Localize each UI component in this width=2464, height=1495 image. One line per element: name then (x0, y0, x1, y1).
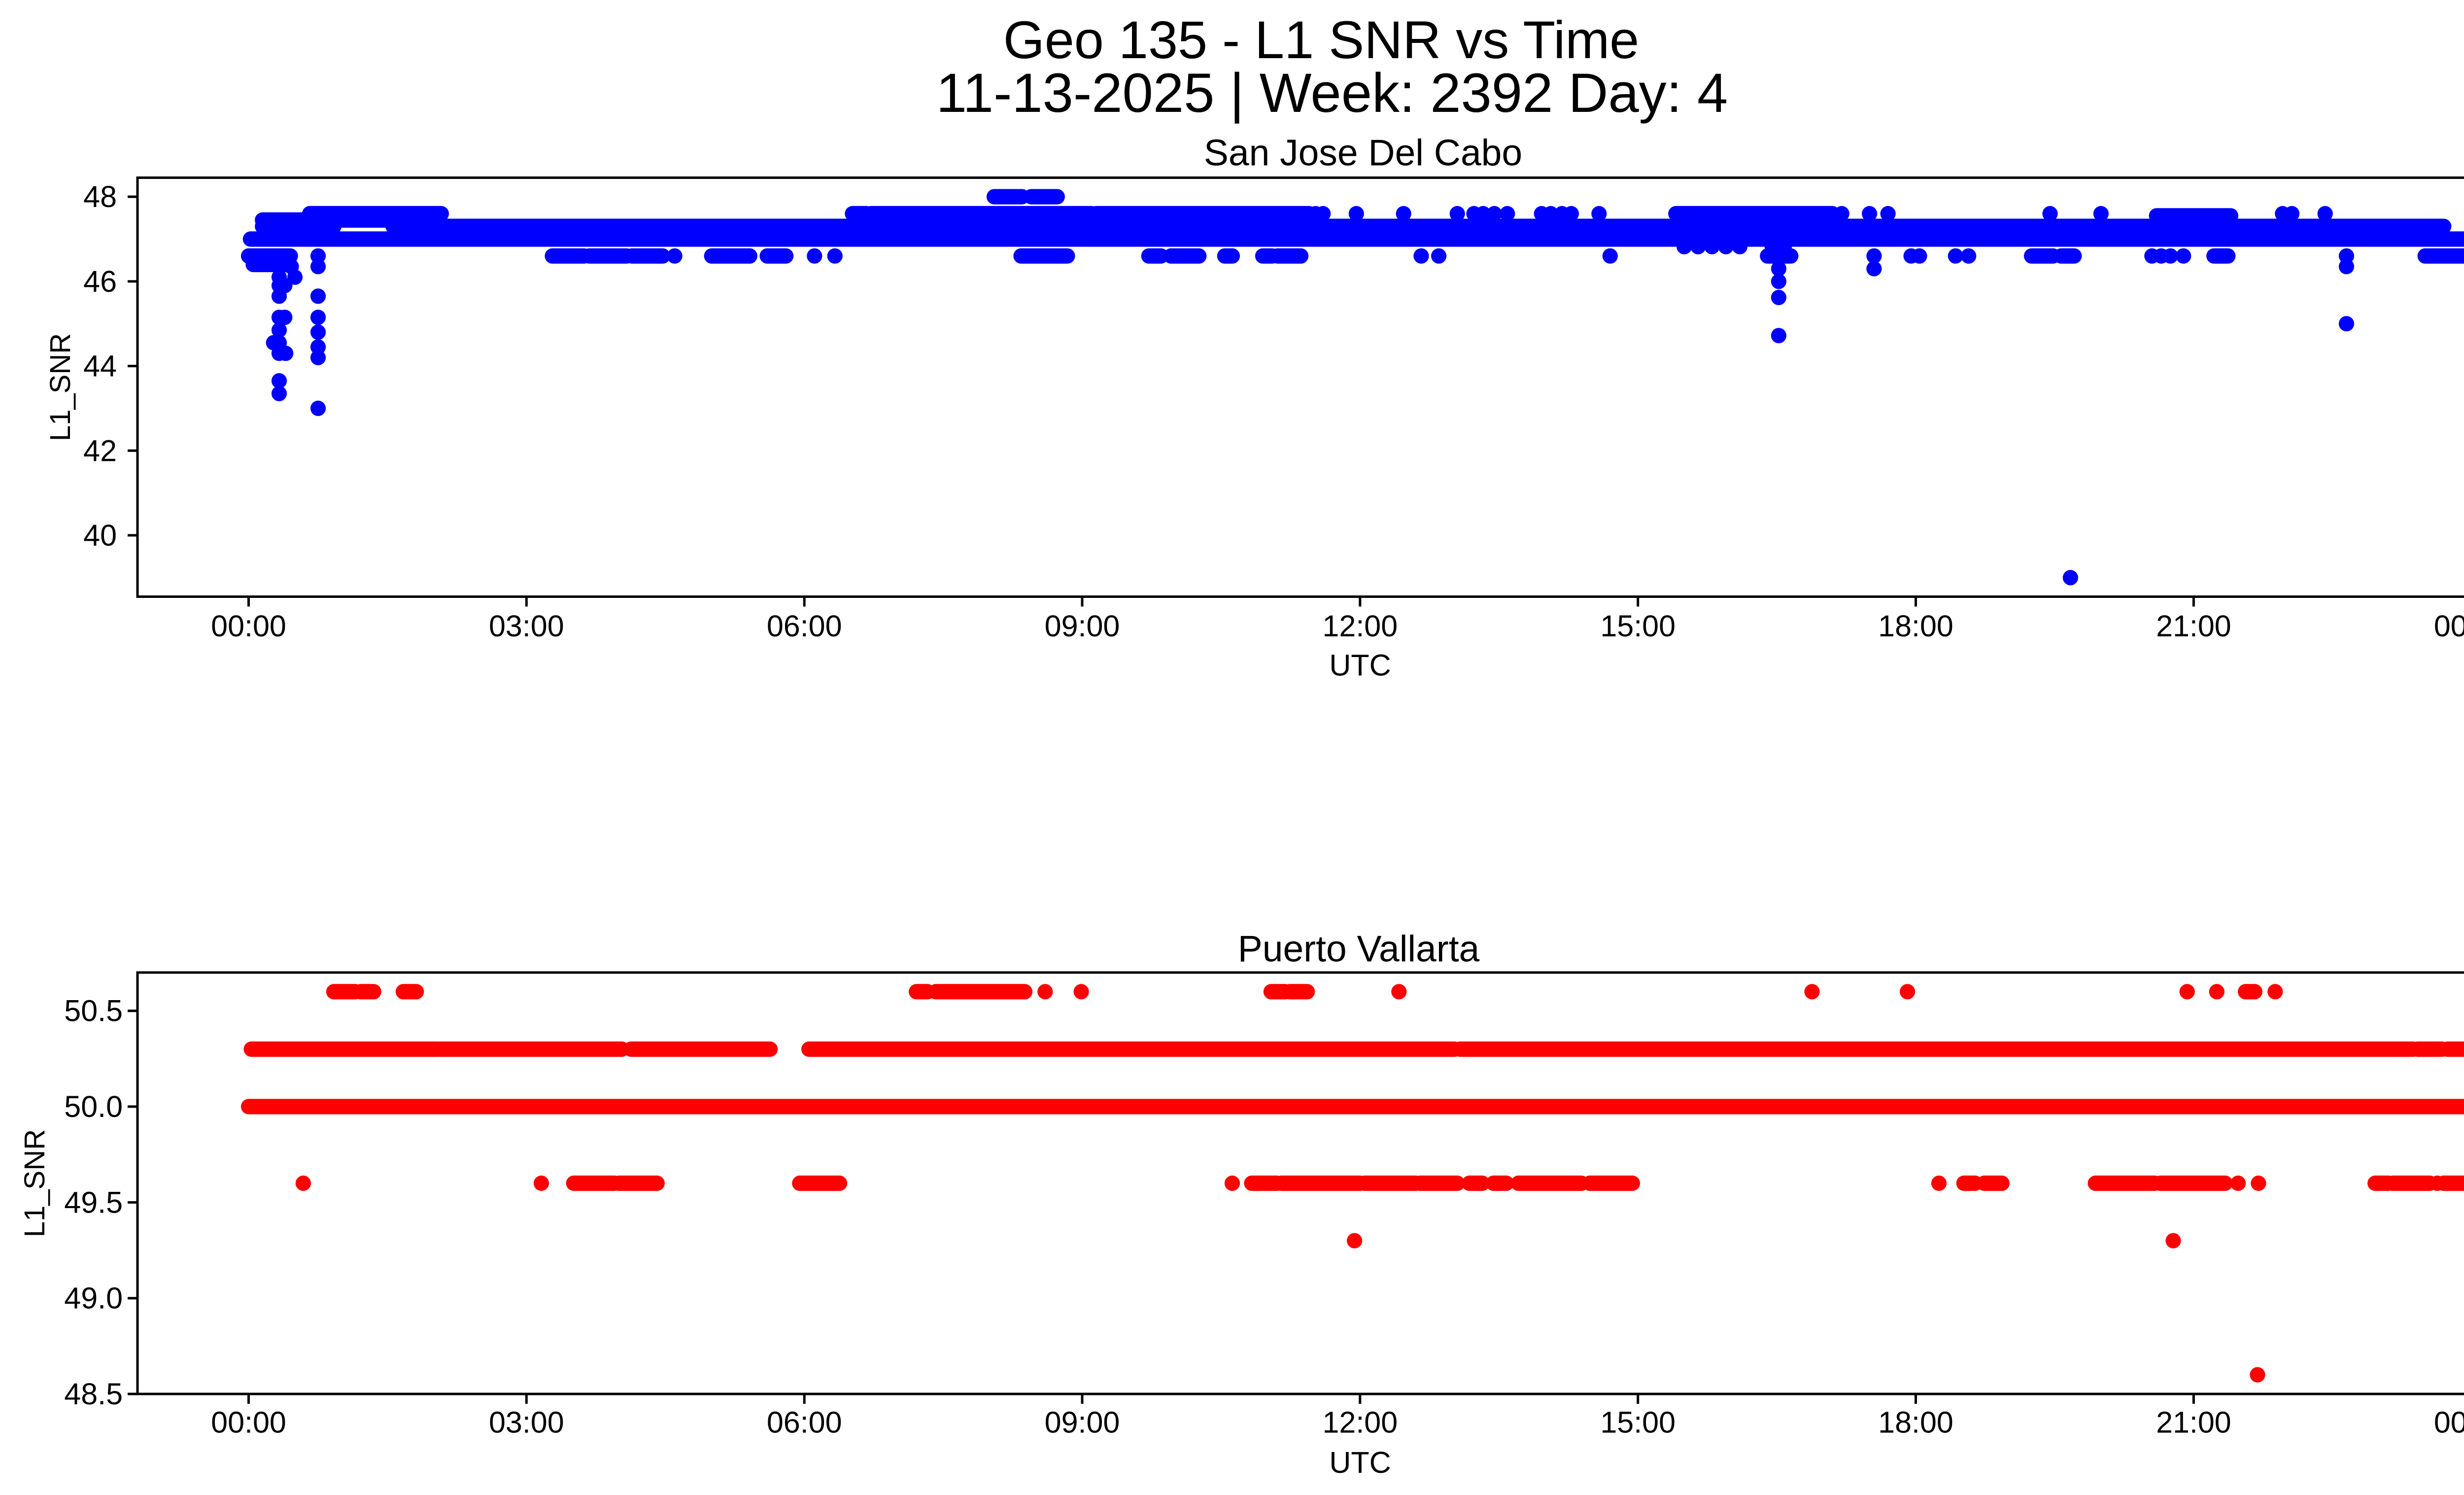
svg-text:06:00: 06:00 (767, 609, 842, 643)
svg-text:00:00: 00:00 (211, 1406, 286, 1439)
svg-text:12:00: 12:00 (1322, 1406, 1398, 1439)
svg-text:San Jose Del Cabo: San Jose Del Cabo (1204, 132, 1522, 174)
svg-text:00:00: 00:00 (2434, 609, 2464, 643)
svg-text:42: 42 (83, 434, 117, 467)
svg-text:49.5: 49.5 (64, 1185, 123, 1219)
svg-text:49.0: 49.0 (64, 1282, 123, 1315)
svg-text:09:00: 09:00 (1045, 609, 1120, 643)
svg-text:40: 40 (83, 519, 117, 552)
svg-text:00:00: 00:00 (2434, 1406, 2464, 1439)
svg-text:L1_SNR: L1_SNR (19, 1129, 51, 1237)
svg-text:UTC: UTC (1329, 1446, 1391, 1479)
svg-text:21:00: 21:00 (2156, 609, 2231, 643)
svg-text:18:00: 18:00 (1878, 609, 1953, 643)
svg-text:03:00: 03:00 (489, 1406, 564, 1439)
svg-text:Geo 135 - L1 SNR vs Time: Geo 135 - L1 SNR vs Time (1003, 10, 1640, 70)
svg-text:46: 46 (83, 265, 117, 298)
svg-text:UTC: UTC (1329, 648, 1391, 682)
svg-text:03:00: 03:00 (489, 609, 564, 643)
svg-text:50.5: 50.5 (64, 994, 123, 1028)
svg-text:09:00: 09:00 (1045, 1406, 1120, 1439)
svg-text:18:00: 18:00 (1878, 1406, 1953, 1439)
svg-text:48.5: 48.5 (64, 1377, 123, 1411)
svg-text:44: 44 (83, 349, 117, 383)
svg-text:11-13-2025 | Week: 2392 Day: 4: 11-13-2025 | Week: 2392 Day: 4 (936, 62, 1728, 124)
svg-text:50.0: 50.0 (64, 1090, 123, 1123)
svg-text:21:00: 21:00 (2156, 1406, 2231, 1439)
svg-text:12:00: 12:00 (1322, 609, 1398, 643)
svg-text:06:00: 06:00 (767, 1406, 842, 1439)
svg-text:15:00: 15:00 (1600, 1406, 1676, 1439)
svg-text:00:00: 00:00 (211, 609, 286, 643)
svg-text:Puerto Vallarta: Puerto Vallarta (1238, 928, 1480, 970)
svg-text:L1_SNR: L1_SNR (44, 333, 76, 441)
svg-text:15:00: 15:00 (1600, 609, 1676, 643)
svg-text:48: 48 (83, 180, 117, 213)
